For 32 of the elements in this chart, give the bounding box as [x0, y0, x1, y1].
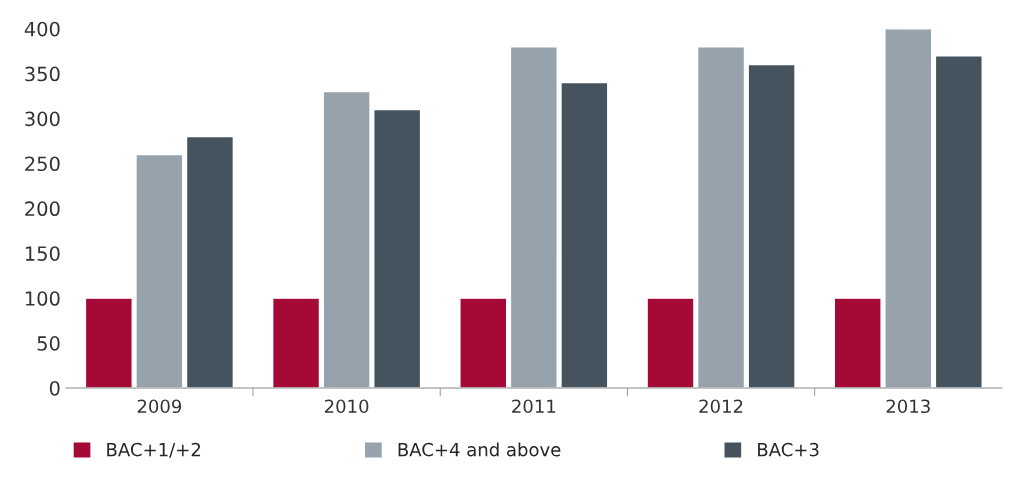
bar [696, 46, 746, 388]
bar [934, 54, 983, 388]
y-tick-label: 350 [25, 66, 60, 82]
x-tick-label: 2013 [886, 399, 930, 414]
bar [509, 46, 558, 388]
y-tick-label: 50 [37, 336, 60, 351]
y-tick-label: 100 [25, 291, 60, 306]
y-tick-label: 300 [25, 111, 60, 127]
legend-label: BAC+4 and above [398, 442, 561, 457]
bar [271, 297, 321, 388]
bar [185, 135, 235, 388]
y-tick-label: 250 [25, 156, 60, 172]
bar [135, 153, 184, 388]
bar [373, 108, 422, 388]
x-tick-label: 2010 [324, 399, 369, 414]
x-tick-label: 2011 [512, 399, 556, 414]
legend-label: BAC+3 [758, 442, 819, 457]
bar [560, 81, 609, 388]
x-tick-label: 2009 [137, 399, 182, 414]
bar [833, 297, 882, 388]
y-tick-label: 200 [25, 201, 60, 217]
bar [747, 63, 796, 388]
y-tick-label: 0 [49, 380, 60, 396]
x-tick-label: 2012 [699, 399, 743, 414]
y-tick-label: 400 [24, 21, 60, 37]
bar [322, 90, 371, 388]
legend-label: BAC+1/+2 [107, 442, 201, 458]
bar [84, 297, 133, 388]
bar [646, 297, 695, 388]
bar [459, 297, 508, 388]
bar [884, 28, 933, 388]
y-tick-label: 150 [25, 246, 60, 261]
